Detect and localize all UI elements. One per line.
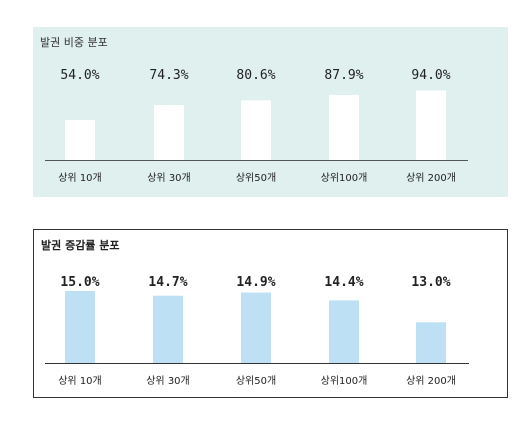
- bar-4: [329, 300, 359, 363]
- bar-5: [416, 90, 446, 160]
- value-label-2: 74.3%: [149, 68, 188, 83]
- bar-3: [241, 100, 271, 160]
- bar-2: [153, 295, 183, 363]
- value-label-5: 13.0%: [411, 275, 450, 290]
- value-label-5: 94.0%: [411, 68, 450, 83]
- value-label-2: 14.7%: [148, 275, 187, 290]
- bar-2: [154, 105, 184, 160]
- category-label-2: 상위 30개: [147, 171, 191, 184]
- bar-1: [65, 120, 95, 160]
- value-label-4: 87.9%: [324, 68, 363, 83]
- bar-4: [329, 94, 359, 160]
- category-label-4: 상위100개: [321, 374, 368, 387]
- category-label-1: 상위 10개: [58, 374, 102, 387]
- bar-3: [241, 292, 271, 363]
- share-distribution-panel: 발권 비중 분포 54.0% 상위 10개 74.3% 상위 30개 80.6% 상위50…: [33, 27, 508, 197]
- growth-distribution-chart: 15.0% 상위 10개 14.7% 상위 30개 14.9% 상위50개 14.4% 상위1…: [45, 275, 469, 387]
- bar-1: [65, 291, 95, 363]
- growth-distribution-panel: 발권 증감률 분포 15.0% 상위 10개 14.7% 상위 30개 14.9% 상위5…: [33, 229, 508, 398]
- value-label-1: 54.0%: [60, 68, 99, 83]
- category-label-3: 상위50개: [236, 171, 276, 184]
- chart-title: 발권 비중 분포: [40, 36, 108, 49]
- value-label-1: 15.0%: [60, 275, 99, 290]
- value-label-3: 14.9%: [236, 275, 275, 290]
- category-label-3: 상위50개: [236, 374, 276, 387]
- value-label-4: 14.4%: [324, 275, 363, 290]
- category-label-5: 상위 200개: [406, 374, 456, 387]
- category-label-2: 상위 30개: [146, 374, 190, 387]
- chart-title: 발권 증감률 분포: [41, 239, 120, 252]
- bar-5: [416, 322, 446, 363]
- category-label-4: 상위100개: [321, 171, 368, 184]
- share-distribution-chart: 54.0% 상위 10개 74.3% 상위 30개 80.6% 상위50개 87.9% 상위1…: [45, 68, 468, 184]
- category-label-5: 상위 200개: [406, 171, 456, 184]
- value-label-3: 80.6%: [236, 68, 275, 83]
- category-label-1: 상위 10개: [58, 171, 102, 184]
